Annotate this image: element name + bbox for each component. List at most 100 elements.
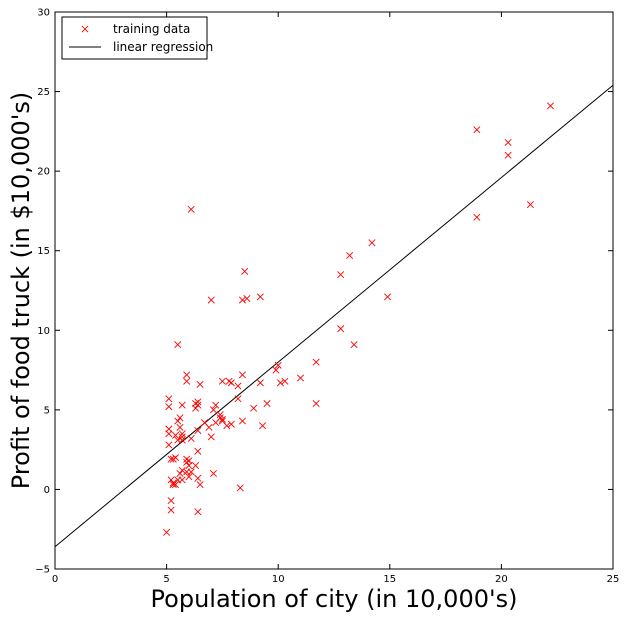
y-tick-label: 5 <box>44 405 50 416</box>
data-point <box>504 151 512 159</box>
data-point <box>473 213 481 221</box>
data-point <box>178 433 186 441</box>
data-point <box>176 414 184 422</box>
y-axis-title: Profit of food truck (in $10,000's) <box>7 92 35 489</box>
data-point <box>238 417 247 425</box>
data-point <box>183 458 191 466</box>
data-point <box>172 454 180 462</box>
y-tick-label: 25 <box>37 87 50 98</box>
x-tick-label: 10 <box>272 574 285 585</box>
plot-marks <box>54 84 614 548</box>
regression-line <box>54 84 614 548</box>
data-point <box>165 395 173 403</box>
axis-ticks <box>54 11 614 570</box>
data-point <box>234 395 242 403</box>
data-point <box>337 325 345 333</box>
data-point <box>187 205 195 213</box>
data-point <box>163 528 171 536</box>
data-point <box>526 201 534 209</box>
data-point <box>346 251 354 260</box>
data-point <box>167 497 175 505</box>
x-tick-label: 0 <box>52 574 58 585</box>
data-point <box>504 138 512 147</box>
data-point <box>209 469 217 478</box>
y-tick-label: 10 <box>37 326 50 337</box>
data-point <box>194 398 202 406</box>
data-point <box>297 374 305 382</box>
x-tick-label: 25 <box>607 574 620 585</box>
x-axis-title: Population of city (in 10,000's) <box>151 585 518 613</box>
data-point <box>250 404 258 412</box>
data-point <box>178 401 186 409</box>
data-point <box>183 371 191 379</box>
data-point <box>223 422 231 430</box>
data-point <box>218 377 226 385</box>
data-point <box>165 430 173 438</box>
data-point <box>196 380 204 388</box>
legend: training data linear regression <box>61 16 213 60</box>
data-point <box>212 401 220 409</box>
data-point <box>183 455 191 463</box>
data-point <box>256 379 264 387</box>
x-tick-label: 15 <box>383 574 396 585</box>
data-point <box>276 379 284 387</box>
data-point <box>312 399 320 408</box>
x-tick-label: 5 <box>163 574 169 585</box>
data-point <box>238 296 247 304</box>
data-point <box>169 479 177 487</box>
data-point <box>216 414 224 422</box>
data-point <box>165 441 173 449</box>
data-point <box>209 406 217 414</box>
data-point <box>259 422 267 430</box>
data-point <box>178 466 186 474</box>
data-point <box>172 431 180 439</box>
data-point <box>274 361 282 369</box>
data-point <box>194 508 202 516</box>
data-point <box>281 377 289 385</box>
data-point <box>174 417 182 425</box>
data-point <box>350 341 358 349</box>
data-point <box>194 474 202 482</box>
data-point <box>178 476 186 484</box>
data-point <box>185 473 193 481</box>
legend-label-linear-regression: linear regression <box>113 40 213 54</box>
data-point <box>368 239 376 247</box>
legend-label-training-data: training data <box>113 22 190 36</box>
data-point <box>337 271 345 279</box>
legend-x-glyph <box>81 25 89 33</box>
x-tick-label: 20 <box>495 574 508 585</box>
data-point <box>192 399 200 408</box>
legend-box <box>61 16 208 60</box>
data-point <box>236 484 244 492</box>
y-tick-label: 0 <box>44 485 50 496</box>
data-point <box>243 294 251 302</box>
data-point <box>238 371 247 379</box>
y-tick-label: 15 <box>37 246 50 257</box>
y-tick-label: −5 <box>35 565 50 576</box>
data-point <box>194 427 202 435</box>
data-point <box>176 423 184 431</box>
data-point <box>167 506 175 514</box>
data-point <box>312 358 320 366</box>
data-point <box>216 411 224 419</box>
data-point <box>227 379 235 387</box>
plot-frame <box>54 11 614 570</box>
data-point <box>241 267 249 275</box>
data-point <box>176 469 184 478</box>
data-point <box>207 433 215 441</box>
data-point <box>256 293 264 301</box>
data-point <box>187 468 195 476</box>
data-point <box>473 126 481 134</box>
data-point <box>185 457 193 465</box>
data-point <box>183 377 191 385</box>
data-point <box>165 403 173 411</box>
data-point <box>174 436 182 444</box>
data-point <box>263 399 271 408</box>
y-tick-label: 20 <box>37 167 50 178</box>
data-point <box>167 455 175 463</box>
data-point <box>207 296 215 304</box>
data-point <box>225 377 233 385</box>
data-point <box>192 462 200 470</box>
